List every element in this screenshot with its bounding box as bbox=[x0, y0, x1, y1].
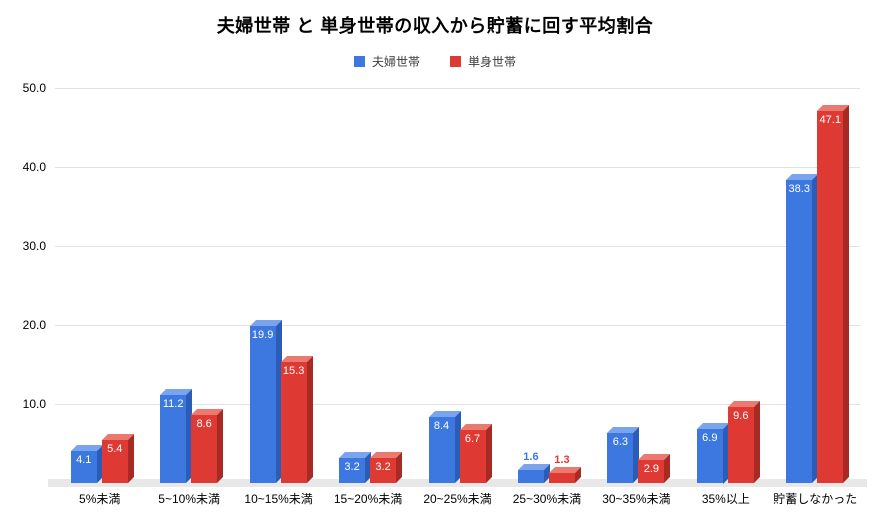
legend-item: 単身世帯 bbox=[450, 53, 516, 70]
bar-value-label: 19.9 bbox=[251, 328, 274, 341]
bar-couple: 8.4 bbox=[428, 410, 461, 483]
x-axis-label: 35%以上 bbox=[701, 492, 750, 506]
bar-couple: 6.3 bbox=[607, 427, 640, 483]
chart-title: 夫婦世帯 と 単身世帯の収入から貯蓄に回す平均割合 bbox=[216, 16, 654, 36]
bar-value-label: 8.6 bbox=[196, 418, 212, 431]
bar-couple: 3.2 bbox=[339, 451, 372, 483]
bar-single: 5.4 bbox=[101, 434, 134, 483]
bar-value-label: 6.3 bbox=[612, 436, 629, 449]
bar-value-label: 1.3 bbox=[554, 453, 570, 466]
bar-value-label: 9.6 bbox=[733, 410, 749, 423]
bar-face-side bbox=[217, 409, 224, 483]
bar-face-front bbox=[607, 433, 634, 483]
bar-value-label: 5.4 bbox=[107, 443, 123, 456]
bar-value-label: 4.1 bbox=[76, 453, 92, 466]
bar-value-label: 1.6 bbox=[523, 451, 539, 464]
gridline bbox=[55, 246, 860, 247]
gridline bbox=[55, 88, 860, 89]
plot-area: 4.1 5.4 11.2 8.6 19.9 15.3 3.2 3.2 8.4 6.7 1.6 1.3 6… bbox=[48, 88, 867, 487]
x-axis-label: 25~30%未満 bbox=[512, 492, 582, 506]
x-axis-label: 15~20%未満 bbox=[333, 492, 403, 506]
bar-single: 6.7 bbox=[459, 424, 492, 483]
legend-item: 夫婦世帯 bbox=[353, 53, 420, 70]
gridline bbox=[55, 167, 860, 168]
bar-face-front bbox=[459, 430, 486, 483]
bar-single: 1.3 bbox=[548, 454, 581, 483]
bar-value-label: 11.2 bbox=[162, 397, 184, 410]
bar-single: 47.1 bbox=[817, 104, 850, 483]
y-axis: 10.0 20.0 30.0 40.0 50.0 bbox=[0, 81, 46, 483]
gridline bbox=[55, 325, 860, 326]
bar-value-label: 15.3 bbox=[282, 365, 305, 378]
x-axis-label: 10~15%未満 bbox=[244, 492, 313, 506]
bar-face-front bbox=[339, 457, 366, 483]
bar-face-front bbox=[70, 450, 97, 483]
bar-face-front bbox=[548, 472, 575, 483]
bar-single: 8.6 bbox=[191, 409, 224, 483]
bar-single: 2.9 bbox=[638, 454, 671, 483]
bar-face-side bbox=[485, 424, 492, 483]
legend: 夫婦世帯 単身世帯 bbox=[0, 53, 870, 70]
bar-face-front bbox=[101, 440, 128, 483]
bar-face-front bbox=[370, 457, 397, 483]
bar-value-label: 8.4 bbox=[433, 419, 450, 432]
bar-couple: 11.2 bbox=[160, 388, 193, 483]
bar-face-front bbox=[517, 470, 544, 483]
bar-value-label: 47.1 bbox=[819, 113, 841, 126]
x-axis: 5%未満 5~10%未満 10~15%未満 15~20%未満 20~25%未満 25~30… bbox=[55, 490, 860, 508]
bar-face-side bbox=[843, 104, 850, 483]
bar-single: 9.6 bbox=[727, 401, 760, 483]
bar-couple: 1.6 bbox=[517, 451, 550, 483]
x-axis-label: 20~25%未満 bbox=[423, 492, 492, 506]
bar-face-front bbox=[428, 416, 455, 483]
x-axis-label: 5%未満 bbox=[79, 492, 121, 506]
bar-value-label: 6.9 bbox=[702, 431, 718, 444]
legend-label: 夫婦世帯 bbox=[371, 55, 420, 69]
y-tick-label: 40.0 bbox=[22, 160, 46, 174]
bar-couple: 4.1 bbox=[70, 444, 103, 483]
bar-value-label: 2.9 bbox=[643, 463, 660, 476]
y-tick-label: 20.0 bbox=[22, 318, 46, 332]
bar-value-label: 6.7 bbox=[464, 433, 481, 446]
bar-face-front bbox=[727, 407, 754, 483]
y-tick-label: 50.0 bbox=[22, 81, 46, 95]
chart-floor bbox=[48, 479, 867, 487]
bar-single: 15.3 bbox=[280, 356, 313, 483]
bar-face-side bbox=[127, 434, 134, 483]
legend-swatch bbox=[353, 56, 365, 67]
y-tick-label: 30.0 bbox=[22, 239, 46, 253]
bar-face-side bbox=[753, 401, 760, 483]
bar-face-front bbox=[786, 180, 813, 483]
bar-couple: 6.9 bbox=[696, 422, 729, 483]
bar-value-label: 38.3 bbox=[788, 183, 810, 196]
legend-label: 単身世帯 bbox=[468, 55, 517, 69]
bar-value-label: 3.2 bbox=[344, 460, 360, 473]
bar-couple: 38.3 bbox=[786, 174, 819, 483]
bar-face-front bbox=[817, 110, 844, 483]
bar-face-front bbox=[280, 362, 307, 483]
bar-face-front bbox=[249, 325, 276, 483]
gridline bbox=[55, 404, 860, 405]
legend-swatch bbox=[450, 56, 461, 67]
x-axis-label: 貯蓄しなかった bbox=[773, 492, 858, 506]
bar-single: 3.2 bbox=[370, 451, 403, 483]
bar-face-front bbox=[696, 428, 723, 483]
bar-face-front bbox=[191, 415, 218, 483]
x-axis-label: 5~10%未満 bbox=[158, 492, 221, 506]
bar-face-front bbox=[160, 394, 187, 483]
bar-face-front bbox=[638, 460, 665, 483]
y-tick-label: 10.0 bbox=[22, 397, 46, 411]
bar-couple: 19.9 bbox=[249, 319, 282, 483]
bar-face-side bbox=[306, 356, 313, 483]
x-axis-label: 30~35%未満 bbox=[602, 492, 671, 506]
bar-value-label: 3.2 bbox=[375, 460, 391, 473]
